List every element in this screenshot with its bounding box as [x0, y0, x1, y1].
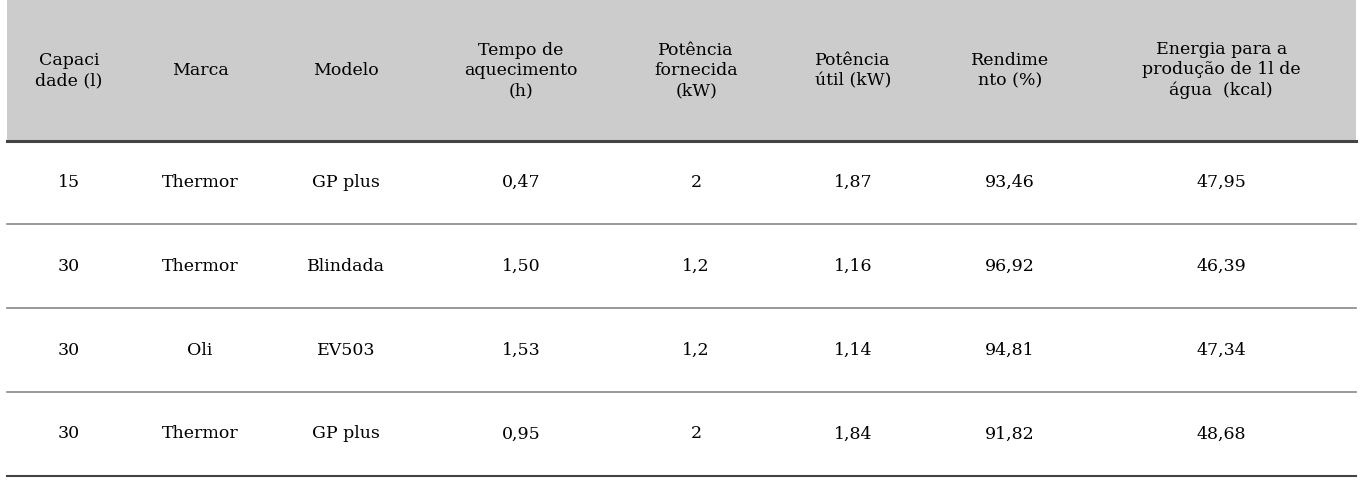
Text: Thermor: Thermor [162, 174, 239, 191]
Text: 30: 30 [57, 342, 80, 358]
Text: 1,53: 1,53 [502, 342, 540, 358]
Text: Thermor: Thermor [162, 425, 239, 442]
Text: 96,92: 96,92 [985, 258, 1035, 275]
Text: 93,46: 93,46 [985, 174, 1035, 191]
Text: 1,87: 1,87 [834, 174, 872, 191]
Text: Tempo de
aquecimento
(h): Tempo de aquecimento (h) [465, 41, 578, 99]
Text: 30: 30 [57, 258, 80, 275]
Text: 46,39: 46,39 [1197, 258, 1246, 275]
Text: 1,2: 1,2 [683, 342, 710, 358]
Text: Oli: Oli [188, 342, 213, 358]
Text: 2: 2 [691, 174, 702, 191]
Text: 15: 15 [57, 174, 80, 191]
Text: 48,68: 48,68 [1197, 425, 1246, 442]
Text: Potência
fornecida
(kW): Potência fornecida (kW) [654, 41, 737, 99]
Text: Potência
útil (kW): Potência útil (kW) [815, 52, 891, 89]
Text: GP plus: GP plus [312, 425, 380, 442]
Text: 1,16: 1,16 [834, 258, 872, 275]
Text: 2: 2 [691, 425, 702, 442]
Text: EV503: EV503 [316, 342, 375, 358]
Text: 0,95: 0,95 [502, 425, 540, 442]
Text: 1,2: 1,2 [683, 258, 710, 275]
Text: 94,81: 94,81 [985, 342, 1035, 358]
Text: 47,34: 47,34 [1197, 342, 1246, 358]
Text: Capaci
dade (l): Capaci dade (l) [35, 52, 102, 89]
Text: 0,47: 0,47 [502, 174, 540, 191]
Text: 1,84: 1,84 [834, 425, 872, 442]
Bar [7, 0, 1356, 141]
Text: Rendime
nto (%): Rendime nto (%) [970, 52, 1048, 89]
Text: Modelo: Modelo [313, 62, 379, 79]
Text: Blindada: Blindada [307, 258, 384, 275]
Text: Marca: Marca [172, 62, 229, 79]
Text: 1,50: 1,50 [502, 258, 540, 275]
Text: 30: 30 [57, 425, 80, 442]
Text: Energia para a
produção de 1l de
água  (kcal): Energia para a produção de 1l de água (k… [1142, 41, 1300, 99]
Text: Thermor: Thermor [162, 258, 239, 275]
Text: 91,82: 91,82 [985, 425, 1035, 442]
Text: 47,95: 47,95 [1197, 174, 1246, 191]
Text: 1,14: 1,14 [834, 342, 872, 358]
Text: GP plus: GP plus [312, 174, 380, 191]
